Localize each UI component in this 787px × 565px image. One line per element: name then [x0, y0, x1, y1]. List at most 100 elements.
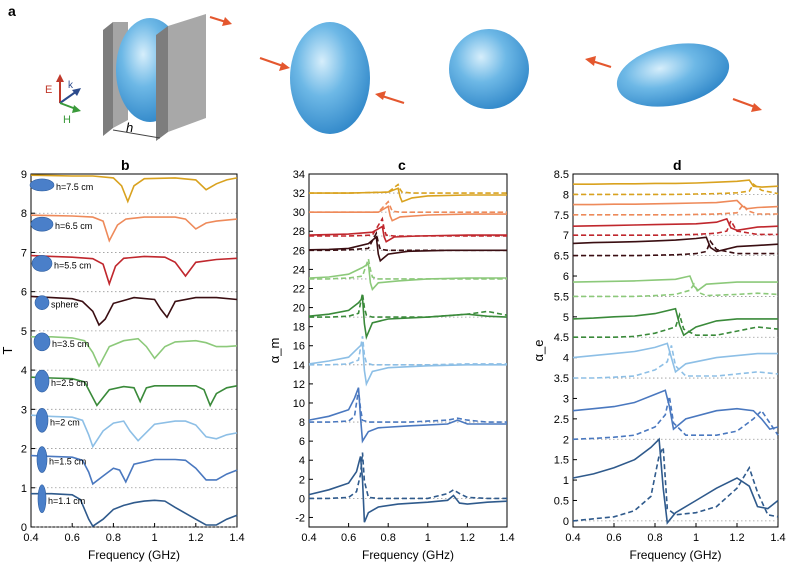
- series-line: [31, 336, 238, 369]
- y-tick-label: 14: [293, 360, 305, 372]
- series-line: [30, 295, 238, 327]
- series-solid-line: [308, 342, 507, 387]
- y-tick-label: 32: [293, 188, 305, 200]
- y-tick-label: 0: [563, 516, 569, 528]
- series-solid-line: [572, 275, 778, 292]
- y-tick-label: 2: [299, 474, 305, 486]
- plot-frame: [572, 173, 779, 528]
- y-tick-label: 6: [299, 436, 305, 448]
- series-solid-line: [308, 235, 507, 263]
- y-tick-label: 9: [21, 169, 27, 181]
- series-label: h=1.1 cm: [48, 496, 85, 506]
- y-tick-label: 8: [563, 189, 569, 201]
- series-line: [31, 492, 238, 528]
- series-label: h=2.5 cm: [51, 378, 88, 388]
- series-dashed-line: [309, 216, 507, 237]
- x-tick-label: 0.6: [341, 532, 356, 544]
- series-solid-line: [572, 236, 779, 253]
- y-tick-label: 24: [293, 264, 305, 276]
- x-tick-label: 0.8: [106, 532, 121, 544]
- axis-H-label: H: [63, 114, 71, 126]
- series-solid-line: [573, 199, 779, 210]
- x-axis-label: Frequency (GHz): [88, 548, 180, 562]
- y-tick-label: 4: [21, 365, 27, 377]
- series-dashed-line: [573, 203, 778, 216]
- particle-shape-icon: [34, 295, 50, 310]
- series-solid-line: [572, 389, 779, 431]
- particle-shape-icon: [33, 332, 51, 352]
- y-tick-label: 22: [293, 283, 305, 295]
- x-tick-label: 0.8: [647, 532, 662, 544]
- y-tick-label: 7: [21, 247, 27, 259]
- y-tick-label: 3: [563, 393, 569, 405]
- front-plate: [156, 14, 206, 141]
- x-tick-label: 1.2: [460, 532, 475, 544]
- particle-shape-icon: [31, 255, 53, 272]
- y-tick-label: 0.5: [554, 495, 569, 507]
- x-tick-label: 1: [693, 532, 699, 544]
- series-dashed-line: [573, 239, 778, 257]
- panel-label-d: d: [673, 157, 682, 173]
- gap-label: h: [126, 120, 133, 135]
- particle-shape-icon: [35, 408, 49, 433]
- series-dashed-line: [309, 230, 507, 252]
- series-line: [30, 214, 238, 243]
- y-tick-label: 3.5: [554, 373, 569, 385]
- series-solid-line: [308, 456, 508, 523]
- panel-c-magnetic-polarizability: c 0.4 0.6 0.8 1 1.2 1.4-202468101214161820222…: [267, 157, 515, 562]
- plot-frame: [30, 173, 238, 528]
- series-dashed-line: [309, 336, 507, 366]
- series-solid-line: [572, 217, 779, 232]
- y-tick-label: 5: [21, 326, 27, 338]
- y-tick-label: 30: [293, 207, 305, 219]
- series-dashed-line: [572, 444, 779, 522]
- x-tick-label: 0.6: [606, 532, 621, 544]
- series-dashed-line: [573, 183, 779, 196]
- x-tick-label: 0.8: [381, 532, 396, 544]
- y-tick-label: 26: [293, 245, 305, 257]
- y-tick-label: 7.5: [554, 210, 569, 222]
- panel-b-transmission: b 0.4 0.6 0.8 1 1.2 1.4 0 1 2 3 4 5 6 7 8 9 Frequency (G…: [0, 157, 245, 562]
- y-tick-label: 28: [293, 226, 305, 238]
- series-dashed-line: [309, 293, 508, 318]
- series-line: [30, 174, 238, 204]
- x-tick-label: 0.4: [301, 532, 316, 544]
- series-label: h=7.5 cm: [56, 182, 93, 192]
- series-dashed-line: [573, 282, 779, 298]
- series-label: h=2 cm: [50, 417, 80, 427]
- series-dashed-line: [572, 396, 779, 441]
- x-axis-label: Frequency (GHz): [362, 548, 454, 562]
- y-tick-label: -2: [295, 512, 305, 524]
- sphere-particle: [449, 29, 529, 109]
- x-tick-label: 1: [152, 532, 158, 544]
- series-label: h=1.5 cm: [49, 457, 86, 467]
- panel-a-schematic: a h E k: [8, 3, 762, 141]
- series-solid-line: [309, 187, 507, 203]
- particle-shape-icon: [29, 178, 55, 192]
- x-tick-label: 0.4: [565, 532, 580, 544]
- y-axis-label: α_m: [267, 338, 282, 364]
- series-line: [30, 414, 238, 449]
- y-axis-label: α_e: [531, 340, 546, 362]
- series-label: h=3.5 cm: [52, 339, 89, 349]
- series-solid-line: [308, 295, 508, 341]
- x-tick-label: 1.4: [499, 532, 514, 544]
- x-tick-label: 0.4: [23, 532, 38, 544]
- x-tick-label: 1: [425, 532, 431, 544]
- series-dashed-line: [309, 452, 507, 500]
- axis-k-label: k: [68, 80, 74, 91]
- series-dashed-line: [309, 200, 507, 213]
- y-axis-label: T: [0, 346, 15, 354]
- x-tick-label: 1.2: [729, 532, 744, 544]
- particle-shape-icon: [36, 446, 48, 473]
- y-tick-label: 1: [21, 483, 27, 495]
- x-tick-label: 1.4: [229, 532, 244, 544]
- series-solid-line: [308, 262, 507, 291]
- y-tick-label: 6: [21, 287, 27, 299]
- series-label: h=5.5 cm: [54, 260, 91, 270]
- series-solid-line: [572, 307, 778, 337]
- series-solid-line: [308, 387, 507, 444]
- y-tick-label: 3: [21, 404, 27, 416]
- series-solid-line: [572, 342, 778, 374]
